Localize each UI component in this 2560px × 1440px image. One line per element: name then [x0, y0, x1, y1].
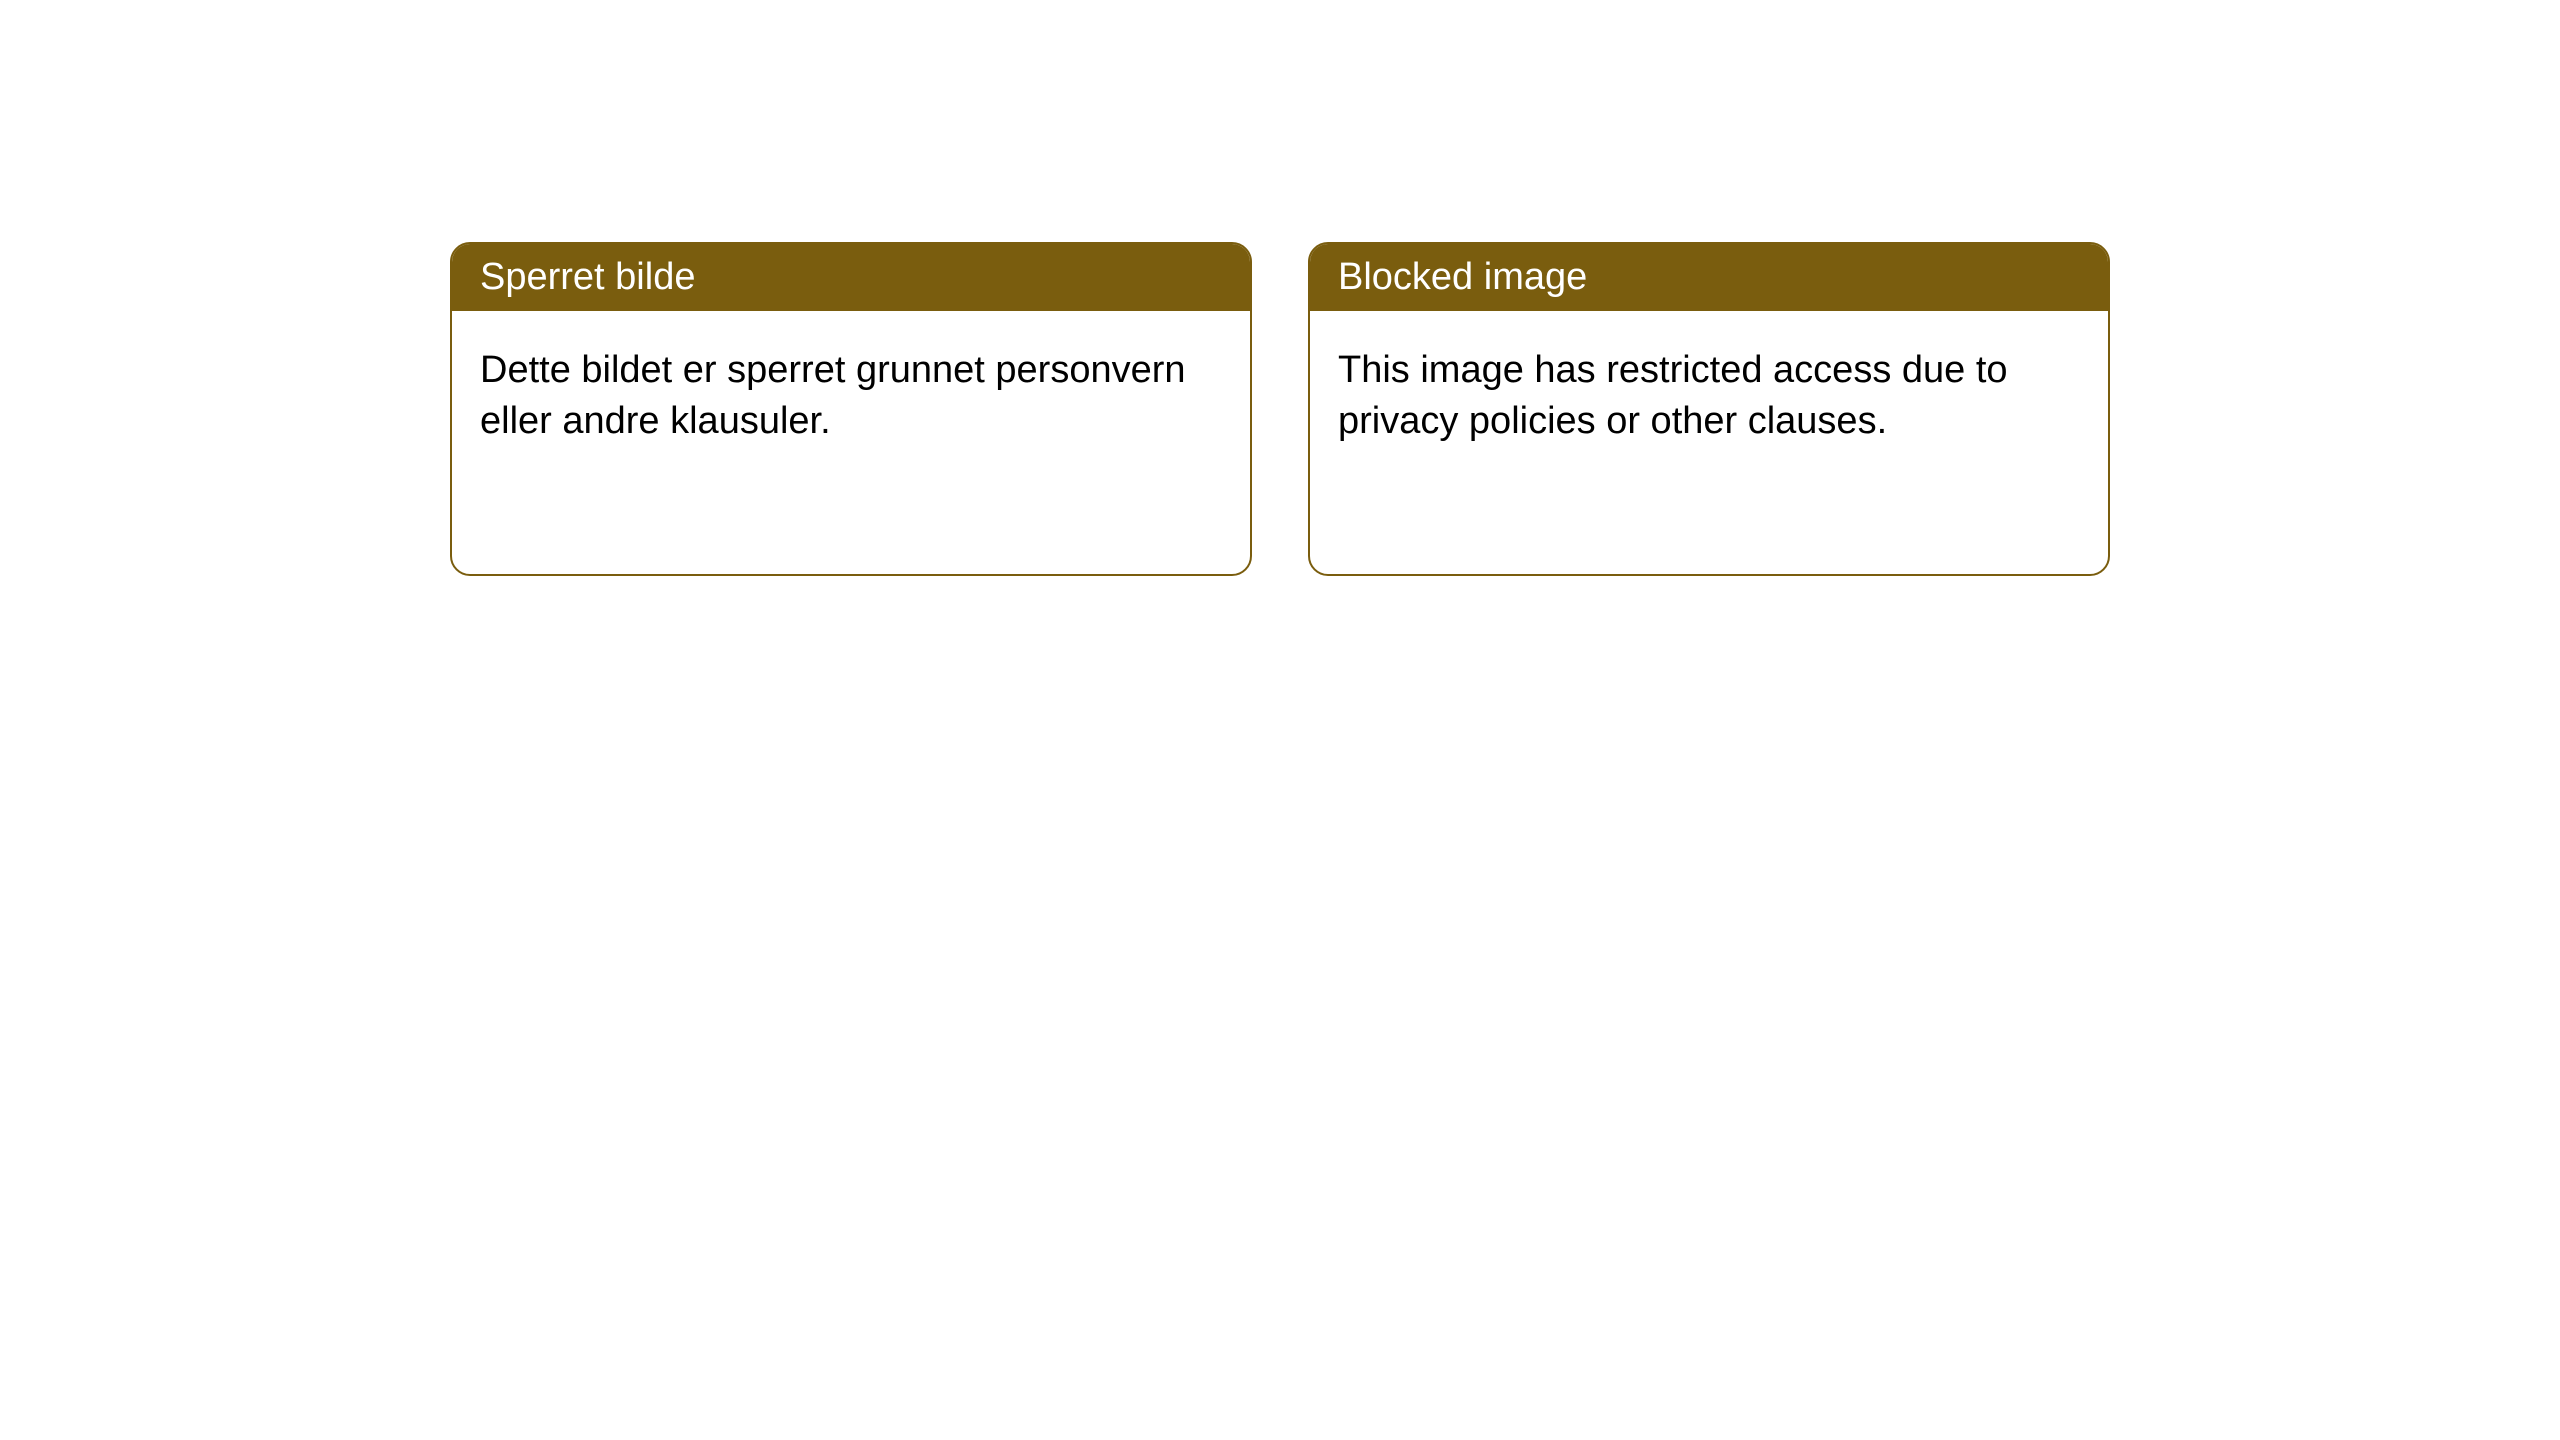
card-body: Dette bildet er sperret grunnet personve…: [452, 311, 1250, 482]
card-body-text: Dette bildet er sperret grunnet personve…: [480, 349, 1186, 442]
blocked-image-card-en: Blocked image This image has restricted …: [1308, 242, 2110, 576]
card-header: Blocked image: [1310, 244, 2108, 311]
cards-container: Sperret bilde Dette bildet er sperret gr…: [450, 242, 2110, 576]
card-title: Blocked image: [1338, 256, 1587, 298]
card-title: Sperret bilde: [480, 256, 695, 298]
card-body-text: This image has restricted access due to …: [1338, 349, 2008, 442]
blocked-image-card-no: Sperret bilde Dette bildet er sperret gr…: [450, 242, 1252, 576]
card-header: Sperret bilde: [452, 244, 1250, 311]
card-body: This image has restricted access due to …: [1310, 311, 2108, 482]
